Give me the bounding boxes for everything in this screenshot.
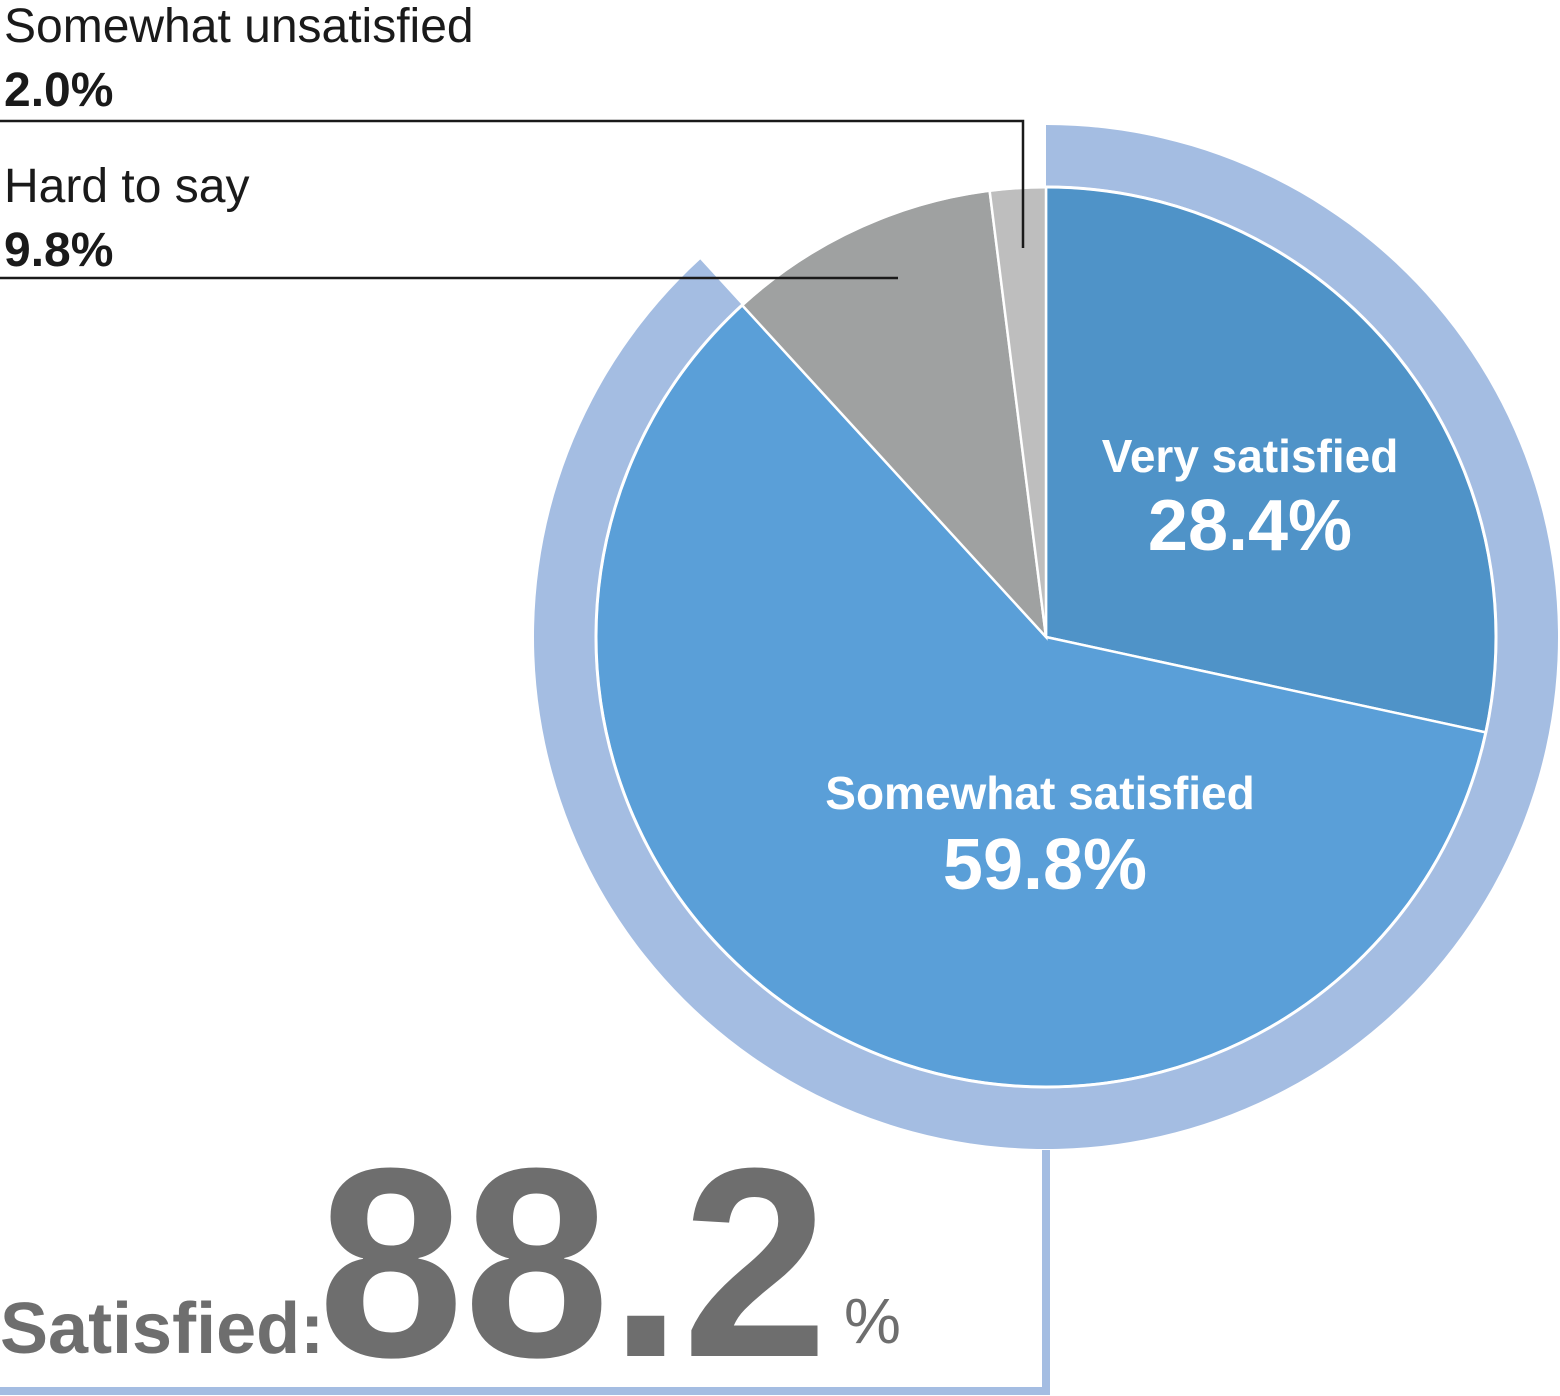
pie-outline xyxy=(594,185,1498,1089)
value-somewhat-unsatisfied: 2.0% xyxy=(4,64,113,117)
label-somewhat-satisfied: Somewhat satisfied xyxy=(825,767,1254,819)
leader-line-somewhat-unsatisfied xyxy=(0,119,1025,248)
pie-slices xyxy=(594,185,1498,1089)
value-hard-to-say: 9.8% xyxy=(4,224,113,277)
value-very-satisfied: 28.4% xyxy=(1148,486,1352,566)
satisfied-summary-value: 88.2 xyxy=(318,1113,828,1396)
satisfied-summary-label: Satisfied: xyxy=(0,1289,324,1369)
label-somewhat-unsatisfied: Somewhat unsatisfied xyxy=(4,0,474,53)
label-very-satisfied: Very satisfied xyxy=(1102,430,1399,482)
label-hard-to-say: Hard to say xyxy=(4,160,249,213)
satisfied-bracket-line xyxy=(0,1150,1050,1395)
satisfied-summary-unit: % xyxy=(844,1285,901,1357)
value-somewhat-satisfied: 59.8% xyxy=(943,825,1147,905)
